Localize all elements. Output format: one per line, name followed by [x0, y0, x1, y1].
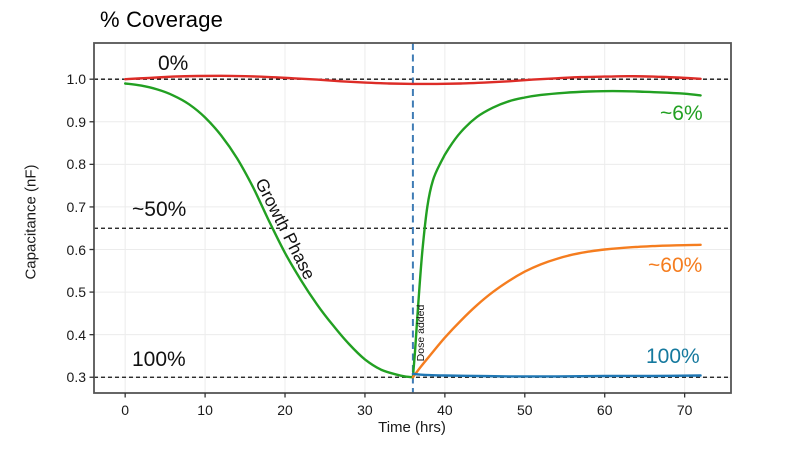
y-tick-label: 0.9: [66, 113, 86, 130]
series-line-~6%: [411, 89, 702, 379]
x-tick-label: 60: [596, 402, 613, 418]
series-line-100%: [411, 372, 702, 378]
y-tick-label: 0.4: [66, 326, 86, 343]
x-tick-label: 70: [676, 402, 693, 418]
series-line-~6%: [124, 82, 415, 379]
x-axis-label: Time (hrs): [378, 419, 446, 436]
x-tick-label: 50: [516, 402, 533, 418]
annotation-100-percent-right: 100%: [646, 345, 700, 368]
x-tick-label: 10: [197, 402, 213, 418]
x-tick-label: 20: [277, 402, 293, 418]
annotation-60-percent: ~60%: [648, 254, 703, 277]
y-axis-label: Capacitance (nF): [22, 164, 40, 280]
annotation-0-percent: 0%: [158, 52, 189, 75]
annotation-6-percent: ~6%: [660, 102, 703, 125]
chart-title: % Coverage: [100, 7, 224, 32]
x-tick-label: 0: [121, 402, 130, 418]
y-tick-label: 0.5: [66, 284, 86, 301]
series-line-0%: [124, 74, 702, 86]
y-tick-label: 0.6: [66, 241, 86, 258]
annotation-dose-added: Dose added: [415, 304, 427, 362]
plot-border: [93, 42, 732, 394]
x-tick-label: 30: [357, 402, 373, 418]
y-tick-label: 1.0: [66, 71, 86, 88]
annotation-50-percent: ~50%: [132, 198, 187, 221]
y-tick-label: 0.8: [66, 156, 86, 173]
y-tick-label: 0.3: [66, 369, 86, 386]
annotation-100-percent-left: 100%: [132, 348, 186, 371]
y-tick-label: 0.7: [66, 198, 86, 215]
x-tick-label: 40: [437, 402, 453, 418]
series-line-~60%: [411, 243, 702, 379]
